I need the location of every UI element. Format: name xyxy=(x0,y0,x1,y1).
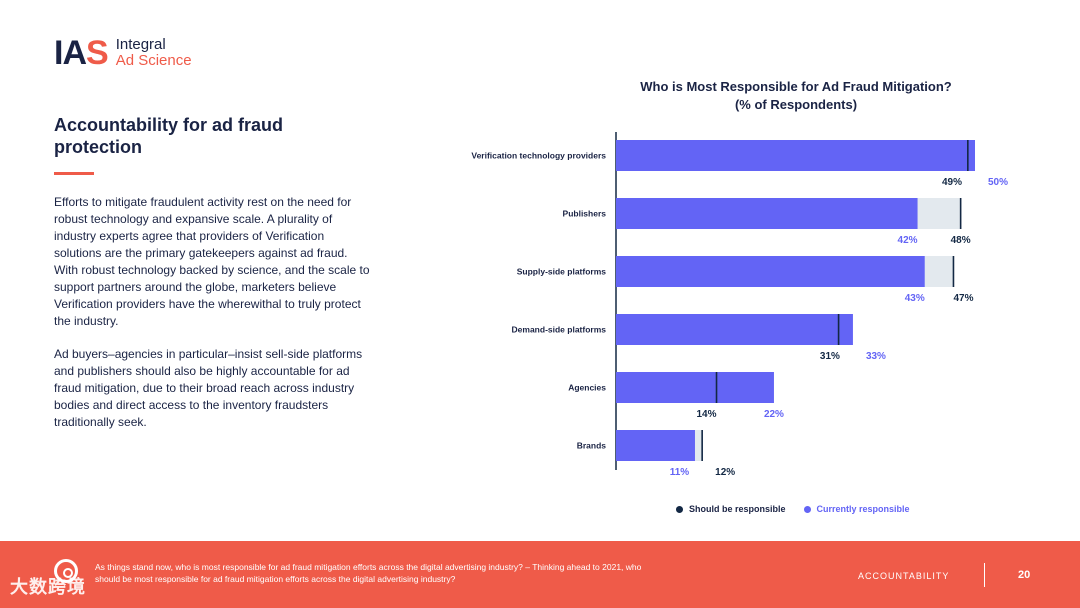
currently-bar xyxy=(616,430,695,461)
target-icon xyxy=(54,559,78,583)
value-label: 48% xyxy=(951,235,971,246)
logo-mark: IAS xyxy=(54,34,109,72)
chart-title-line2: (% of Respondents) xyxy=(734,97,858,112)
chart-legend: Should be responsible Currently responsi… xyxy=(676,504,928,514)
legend-swatch-currently xyxy=(803,505,811,513)
value-label: 11% xyxy=(670,467,690,478)
legend-label-should: Should be responsible xyxy=(689,504,786,514)
footer-section-label: ACCOUNTABILITY xyxy=(858,571,950,581)
currently-bar xyxy=(616,198,918,229)
legend-label-currently: Currently responsible xyxy=(816,504,910,514)
value-label: 49% xyxy=(942,177,962,188)
gap-bar xyxy=(694,430,703,461)
currently-bar xyxy=(616,256,925,287)
page-number: 20 xyxy=(1018,569,1031,581)
body-paragraph-2: Ad buyers–agencies in particular–insist … xyxy=(54,347,363,429)
currently-bar xyxy=(616,372,774,403)
ias-logo: IAS Integral Ad Science xyxy=(54,36,192,70)
value-label: 50% xyxy=(988,177,1008,188)
value-label: 14% xyxy=(697,409,717,420)
gap-bar xyxy=(924,256,954,287)
page-heading: Accountability for ad fraud protection xyxy=(54,115,284,157)
category-label: Agencies xyxy=(568,383,606,393)
footer-survey-question: As things stand now, who is most respons… xyxy=(95,562,642,584)
category-label: Publishers xyxy=(563,209,607,219)
category-label: Demand-side platforms xyxy=(512,325,607,335)
category-label: Verification technology providers xyxy=(471,151,606,161)
value-label: 12% xyxy=(715,467,735,478)
chart-title-line1: Who is Most Responsible for Ad Fraud Mit… xyxy=(640,79,952,94)
heading-underline xyxy=(54,172,94,175)
currently-bar xyxy=(616,314,853,345)
value-label: 33% xyxy=(866,351,886,362)
legend-item-should: Should be responsible xyxy=(676,504,786,514)
logo-line2: Ad Science xyxy=(115,52,192,69)
category-label: Supply-side platforms xyxy=(517,267,607,277)
value-label: 31% xyxy=(820,351,840,362)
footer-divider xyxy=(984,563,985,587)
legend-swatch-should xyxy=(676,505,683,513)
logo-wordmark: Integral Ad Science xyxy=(116,37,192,69)
value-label: 47% xyxy=(953,293,973,304)
logo-line1: Integral xyxy=(115,36,166,53)
gap-bar xyxy=(917,198,961,229)
currently-bar xyxy=(616,140,975,171)
legend-item-currently: Currently responsible xyxy=(803,504,910,514)
value-label: 43% xyxy=(905,293,925,304)
value-label: 42% xyxy=(898,235,918,246)
footer-bar: 大数跨境 As things stand now, who is most re… xyxy=(0,541,1080,608)
body-paragraph-1: Efforts to mitigate fraudulent activity … xyxy=(54,195,370,328)
value-label: 22% xyxy=(764,409,784,420)
responsibility-bar-chart: Verification technology providers 49% 50% P… xyxy=(471,132,1008,478)
category-label: Brands xyxy=(577,441,607,451)
chart-title: Who is Most Responsible for Ad Fraud Mit… xyxy=(615,78,977,114)
